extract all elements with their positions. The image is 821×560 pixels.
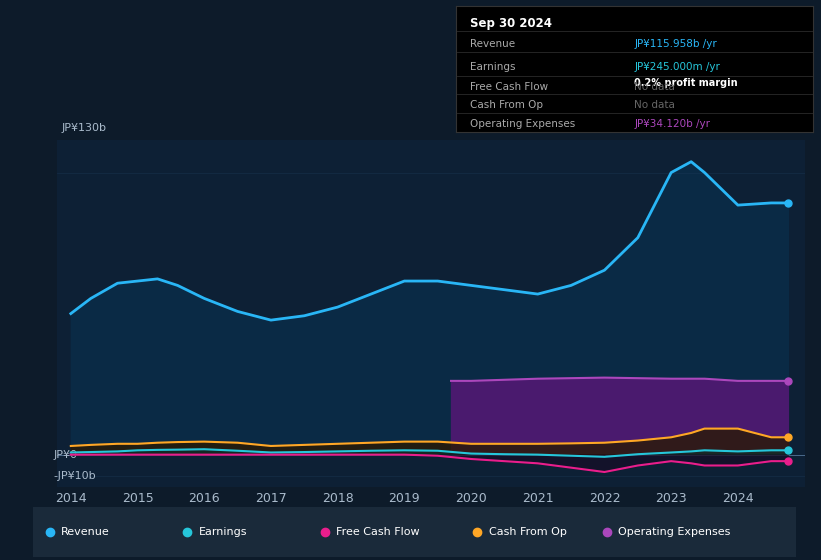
Text: Sep 30 2024: Sep 30 2024 — [470, 17, 552, 30]
Text: JP¥245.000m /yr: JP¥245.000m /yr — [635, 62, 720, 72]
Text: No data: No data — [635, 100, 675, 110]
Text: Free Cash Flow: Free Cash Flow — [470, 82, 548, 92]
Text: 0.2% profit margin: 0.2% profit margin — [635, 78, 738, 88]
Text: Operating Expenses: Operating Expenses — [618, 527, 731, 537]
Text: Revenue: Revenue — [61, 527, 110, 537]
Text: Revenue: Revenue — [470, 39, 515, 49]
Text: Cash From Op: Cash From Op — [470, 100, 543, 110]
Text: JP¥0: JP¥0 — [53, 450, 78, 460]
Text: JP¥34.120b /yr: JP¥34.120b /yr — [635, 119, 710, 129]
Text: Earnings: Earnings — [199, 527, 247, 537]
Text: JP¥115.958b /yr: JP¥115.958b /yr — [635, 39, 717, 49]
Text: JP¥130b: JP¥130b — [62, 123, 106, 133]
Text: Earnings: Earnings — [470, 62, 516, 72]
Text: No data: No data — [635, 82, 675, 92]
Text: -JP¥10b: -JP¥10b — [53, 472, 96, 482]
Text: Operating Expenses: Operating Expenses — [470, 119, 576, 129]
Text: Cash From Op: Cash From Op — [488, 527, 566, 537]
Text: Free Cash Flow: Free Cash Flow — [336, 527, 420, 537]
